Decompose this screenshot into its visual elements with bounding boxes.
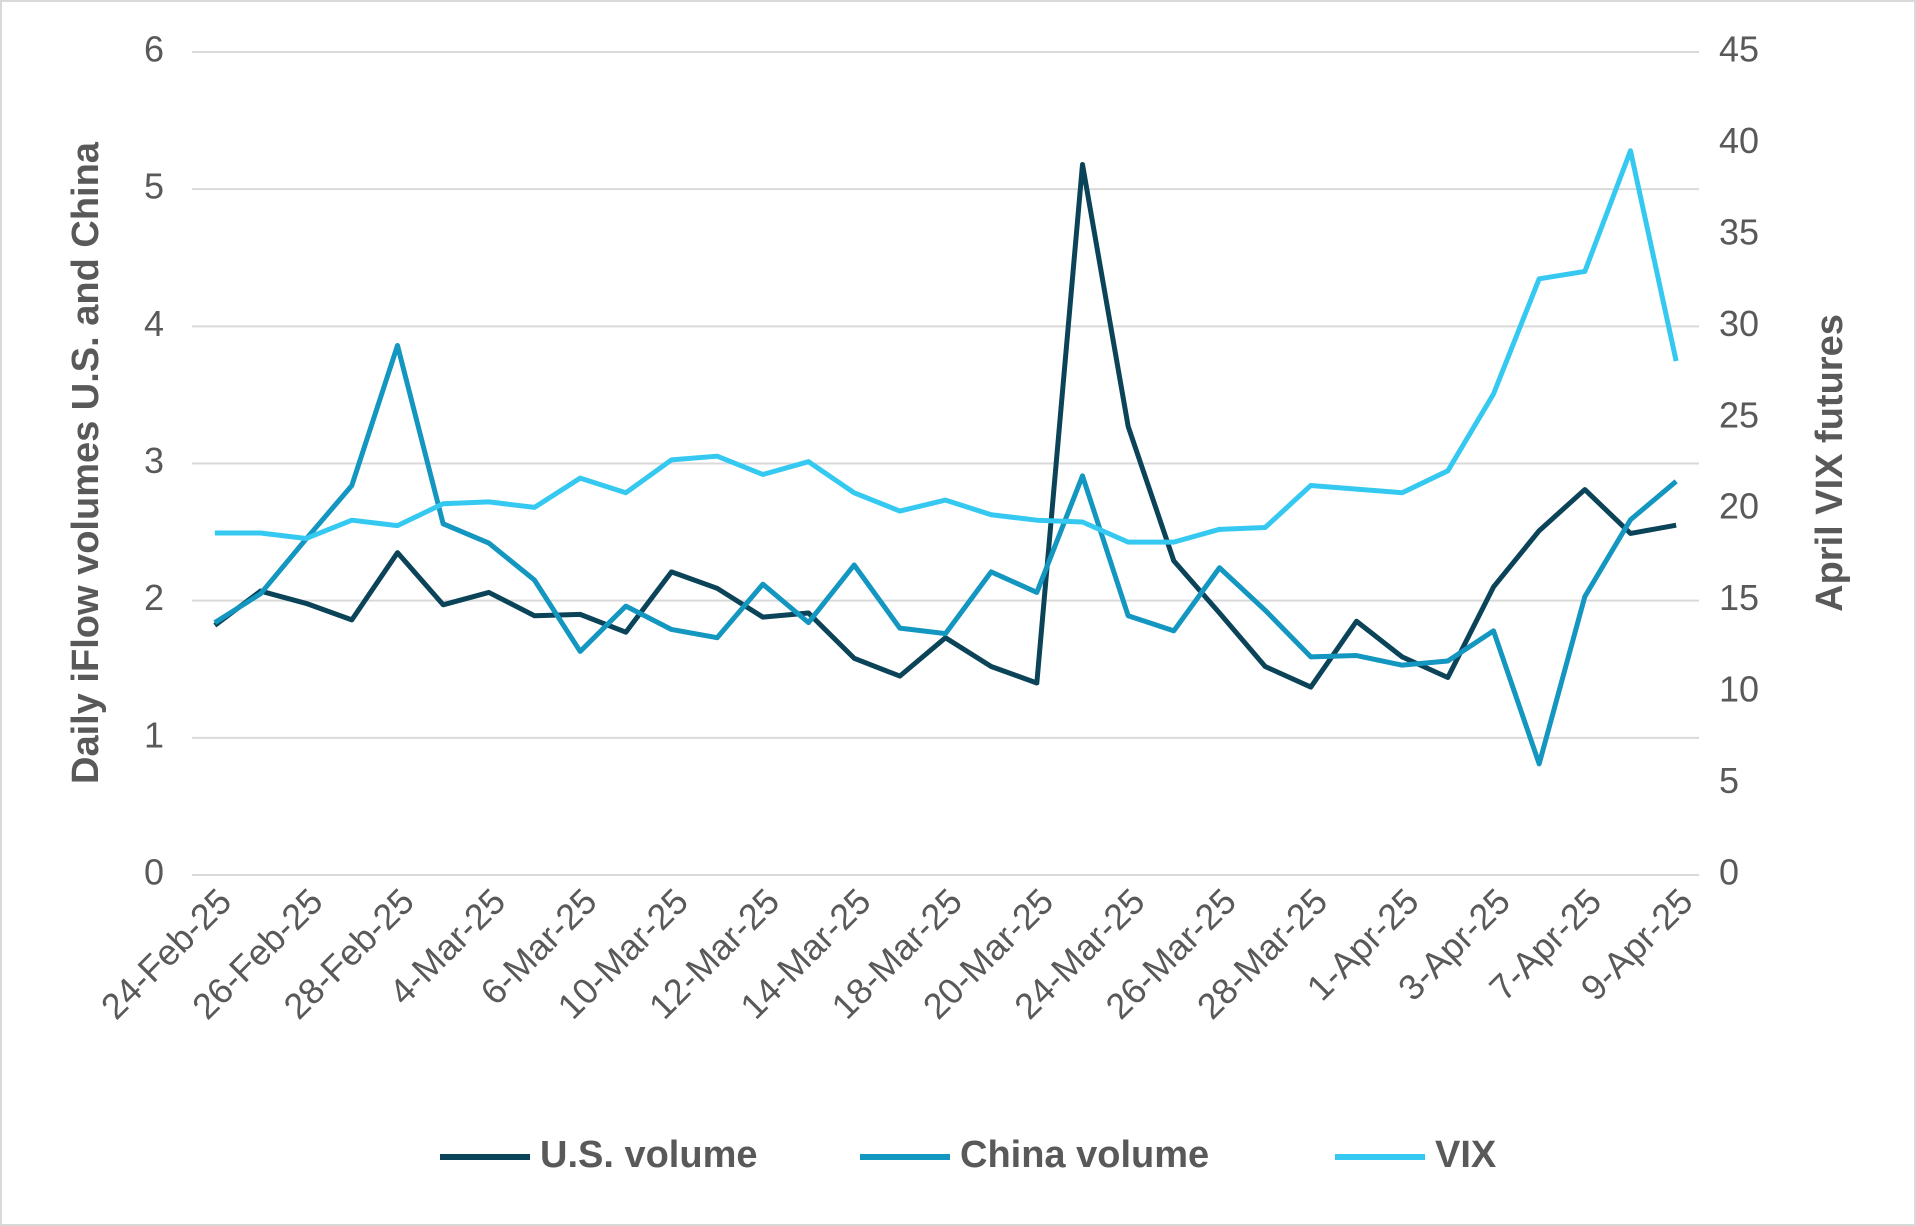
y-tick-label: 6 bbox=[144, 29, 164, 70]
series-line bbox=[214, 148, 1679, 545]
y2-tick-label: 0 bbox=[1719, 852, 1739, 893]
y2-tick-label: 30 bbox=[1719, 303, 1759, 344]
series-line bbox=[213, 343, 1678, 767]
legend-item: VIX bbox=[1335, 1134, 1497, 1176]
y2-tick-label: 40 bbox=[1719, 120, 1759, 161]
legend-label: U.S. volume bbox=[540, 1134, 758, 1176]
y2-tick-label: 45 bbox=[1719, 29, 1759, 70]
y-tick-label: 3 bbox=[144, 440, 164, 481]
legend-item: U.S. volume bbox=[440, 1134, 758, 1176]
y-tick-label: 5 bbox=[144, 166, 164, 207]
y-tick-label: 1 bbox=[144, 714, 164, 755]
y-tick-label: 2 bbox=[144, 577, 164, 618]
y2-tick-label: 35 bbox=[1719, 211, 1759, 252]
series-line bbox=[213, 161, 1677, 690]
y2-tick-label: 10 bbox=[1719, 669, 1759, 710]
legend-item: China volume bbox=[860, 1134, 1209, 1176]
y2-tick-label: 15 bbox=[1719, 577, 1759, 618]
y2-tick-label: 5 bbox=[1719, 760, 1739, 801]
y2-tick-label: 20 bbox=[1719, 486, 1759, 527]
y2-tick-label: 25 bbox=[1719, 394, 1759, 435]
y2-axis-title: April VIX futures bbox=[1809, 314, 1851, 612]
y-tick-label: 0 bbox=[144, 852, 164, 893]
y-axis-title: Daily iFlow volumes U.S. and China bbox=[65, 141, 107, 784]
legend-label: China volume bbox=[960, 1134, 1209, 1176]
y-tick-label: 4 bbox=[144, 303, 164, 344]
legend-label: VIX bbox=[1435, 1134, 1497, 1176]
